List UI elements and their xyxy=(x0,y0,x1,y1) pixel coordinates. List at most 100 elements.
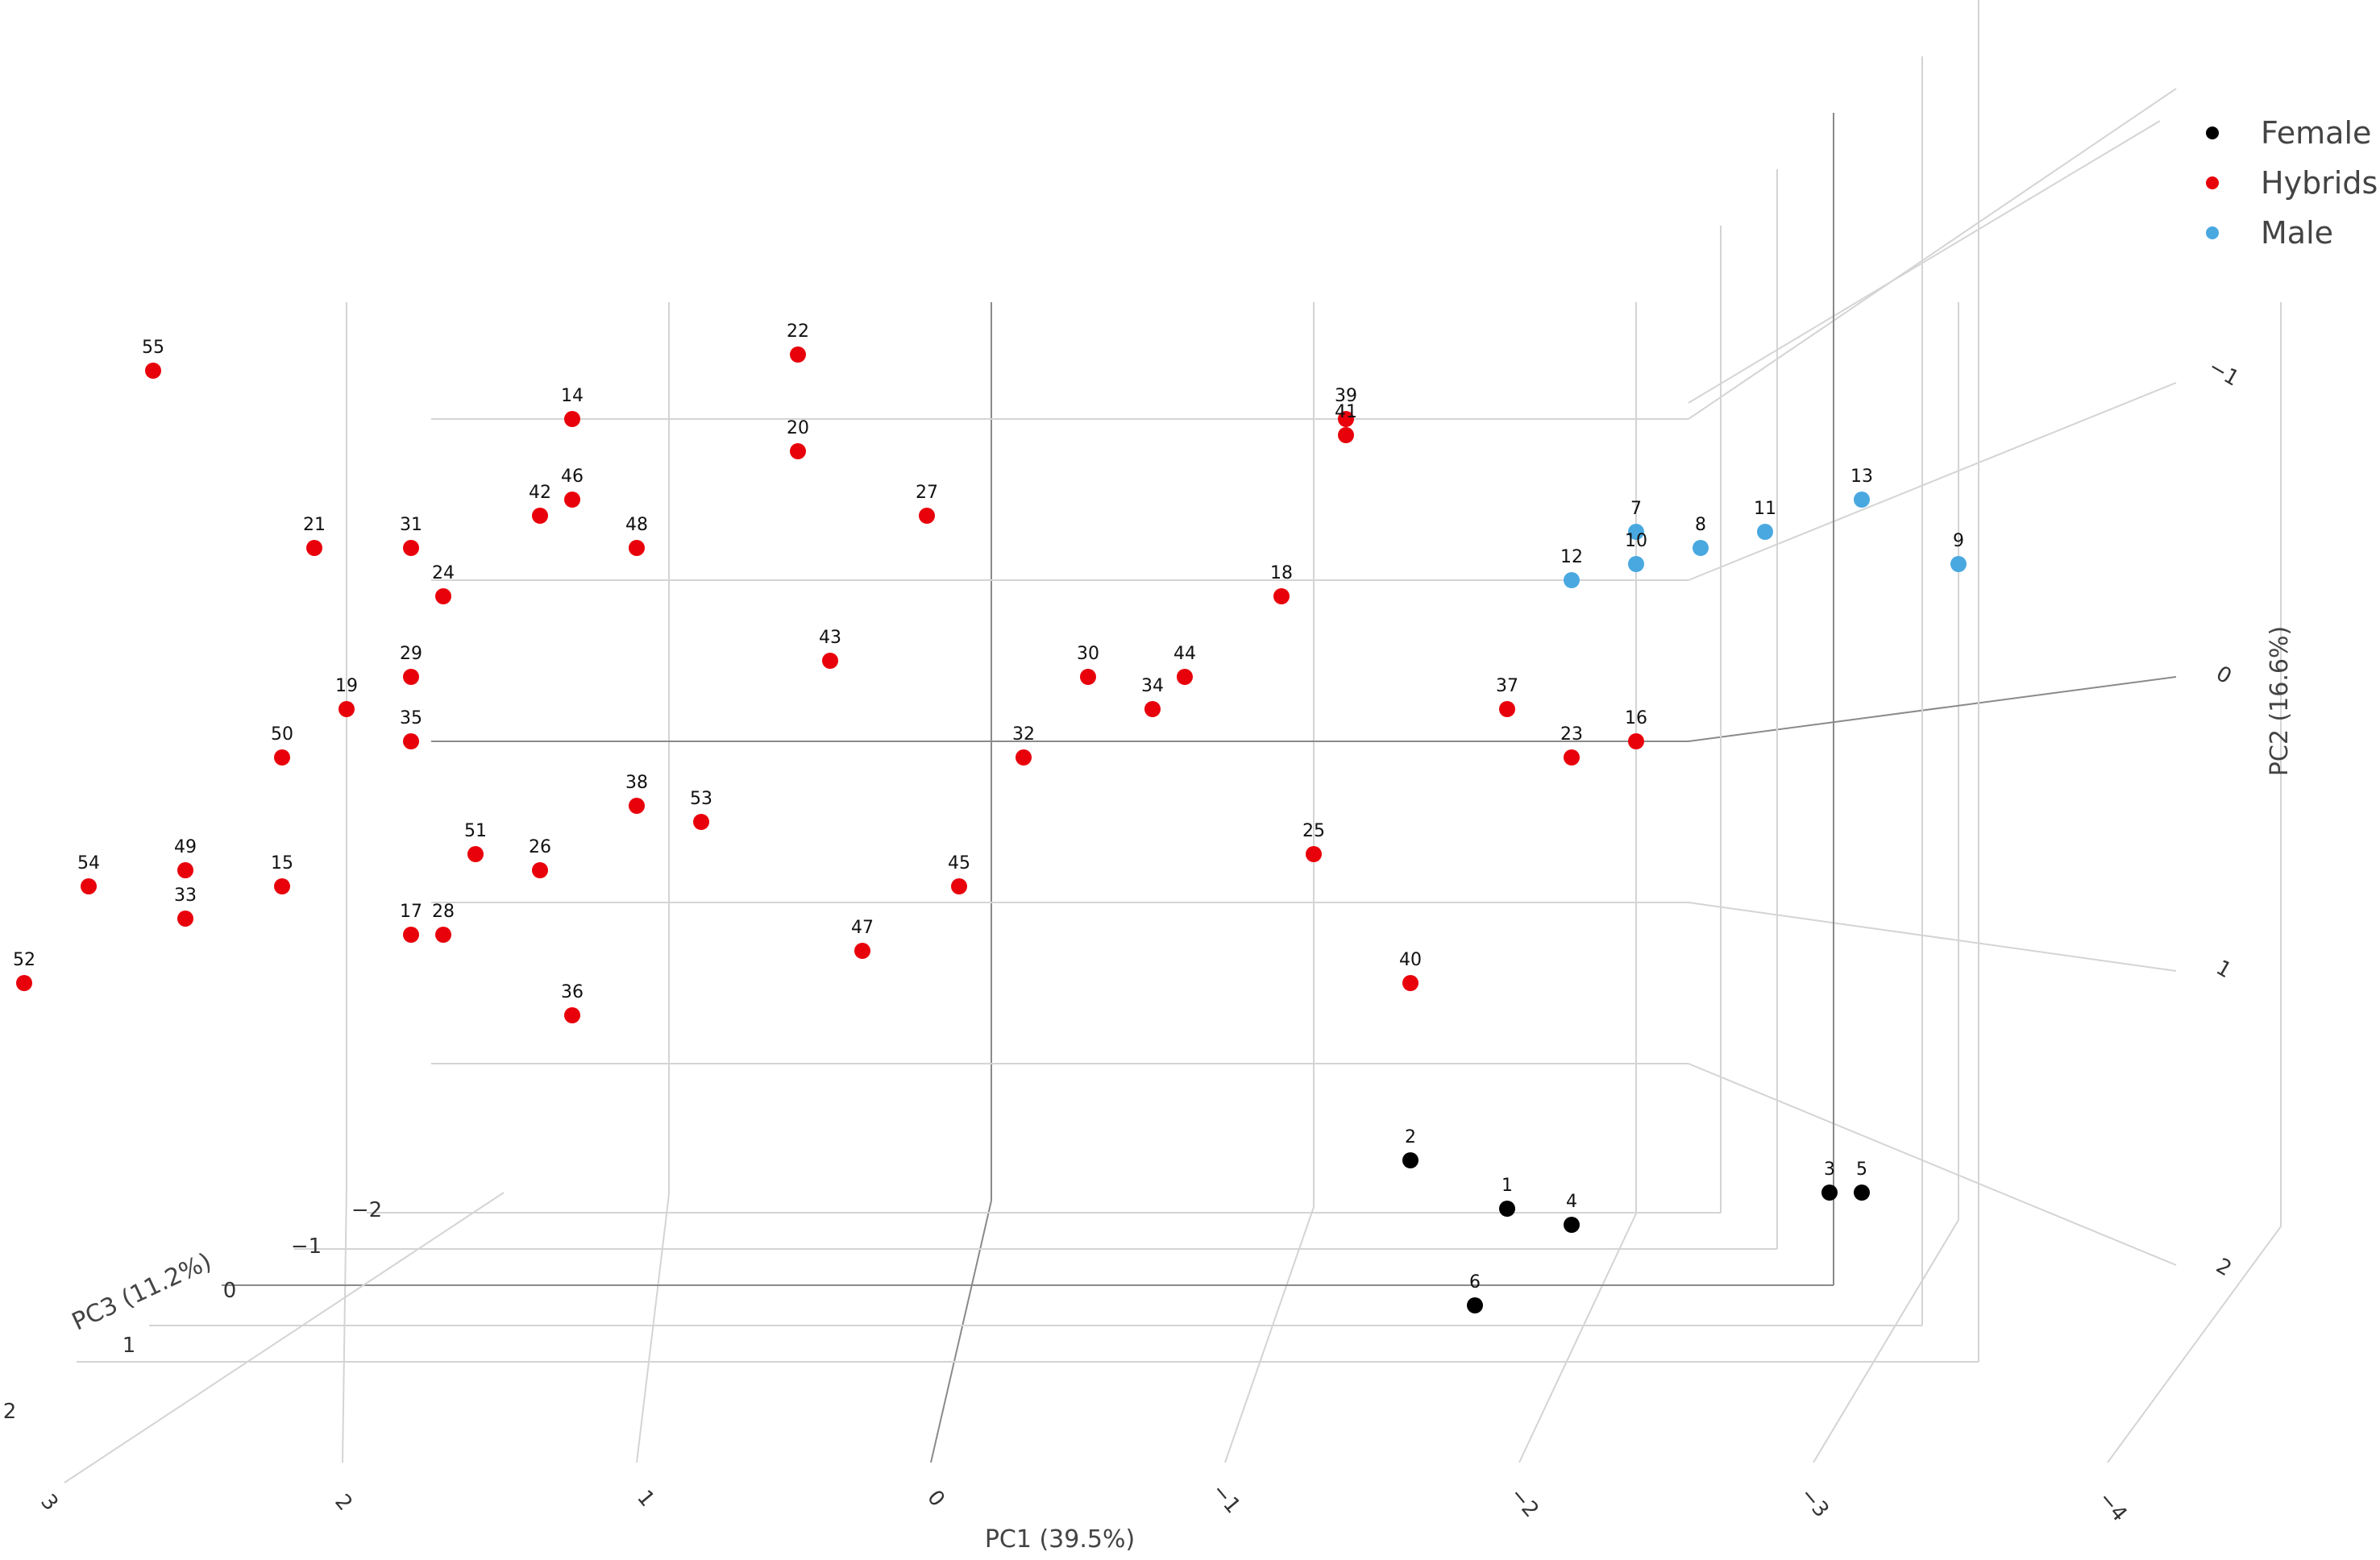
data-point-hybrids[interactable] xyxy=(693,814,709,830)
data-point-hybrids[interactable] xyxy=(629,798,645,814)
data-point-hybrids[interactable] xyxy=(1499,701,1515,717)
data-point-male[interactable] xyxy=(1564,572,1580,588)
point-label: 44 xyxy=(1173,644,1196,664)
data-point-male[interactable] xyxy=(1628,524,1644,540)
data-point-hybrids[interactable] xyxy=(790,443,806,459)
data-point-hybrids[interactable] xyxy=(177,911,193,927)
point-label: 13 xyxy=(1850,467,1873,487)
x-tick-label: −2 xyxy=(1505,1483,1543,1523)
legend-marker xyxy=(2206,226,2219,239)
data-point-hybrids[interactable] xyxy=(629,540,645,556)
data-point-hybrids[interactable] xyxy=(1338,427,1354,443)
data-point-hybrids[interactable] xyxy=(564,492,580,508)
y-axis-title: PC2 (16.6%) xyxy=(2266,626,2294,776)
data-point-female[interactable] xyxy=(1854,1185,1870,1201)
point-label: 49 xyxy=(174,837,197,857)
legend-label[interactable]: Female xyxy=(2261,115,2371,151)
point-label: 50 xyxy=(271,724,293,745)
side-line-pc2 xyxy=(1688,902,2177,972)
point-label: 39 xyxy=(1335,386,1357,406)
data-point-hybrids[interactable] xyxy=(822,653,838,669)
point-label: 36 xyxy=(561,982,584,1002)
x-tick-label: 0 xyxy=(922,1486,949,1512)
point-label: 18 xyxy=(1270,563,1293,583)
data-point-hybrids[interactable] xyxy=(16,975,32,991)
legend-label[interactable]: Hybrids xyxy=(2261,165,2378,201)
z-tick-label: 0 xyxy=(223,1279,237,1303)
data-point-hybrids[interactable] xyxy=(339,701,355,717)
legend-label[interactable]: Male xyxy=(2261,215,2333,251)
data-point-male[interactable] xyxy=(1757,524,1773,540)
point-label: 30 xyxy=(1077,644,1099,664)
side-line-pc2 xyxy=(1688,120,2161,404)
legend: Female Hybrids Male xyxy=(2206,115,2378,251)
data-point-hybrids[interactable] xyxy=(532,508,548,524)
y-tick-label: −1 xyxy=(2204,355,2243,391)
point-label: 12 xyxy=(1560,547,1583,567)
point-label: 23 xyxy=(1560,724,1583,745)
data-point-hybrids[interactable] xyxy=(306,540,322,556)
data-point-hybrids[interactable] xyxy=(274,878,290,894)
data-point-hybrids[interactable] xyxy=(1273,588,1290,604)
data-point-hybrids[interactable] xyxy=(1402,975,1418,991)
point-label: 40 xyxy=(1399,950,1422,970)
data-point-female[interactable] xyxy=(1821,1185,1838,1201)
data-point-hybrids[interactable] xyxy=(532,862,548,878)
point-label: 48 xyxy=(625,515,648,535)
data-point-male[interactable] xyxy=(1950,556,1967,572)
point-label: 21 xyxy=(303,515,326,535)
point-label: 54 xyxy=(77,853,100,873)
data-point-hybrids[interactable] xyxy=(145,363,161,379)
z-tick-label: 2 xyxy=(3,1400,17,1424)
data-point-female[interactable] xyxy=(1467,1297,1483,1313)
data-point-female[interactable] xyxy=(1564,1217,1580,1233)
x-tick-label: −4 xyxy=(2093,1487,2132,1527)
point-label: 47 xyxy=(851,918,874,938)
point-label: 29 xyxy=(400,644,422,664)
data-point-hybrids[interactable] xyxy=(81,878,97,894)
data-point-hybrids[interactable] xyxy=(1628,733,1644,749)
point-label: 2 xyxy=(1405,1127,1416,1147)
data-point-hybrids[interactable] xyxy=(177,862,193,878)
point-label: 11 xyxy=(1754,499,1776,519)
data-point-hybrids[interactable] xyxy=(1338,411,1354,427)
data-point-female[interactable] xyxy=(1499,1201,1515,1217)
point-label: 3 xyxy=(1824,1160,1835,1180)
data-point-hybrids[interactable] xyxy=(403,669,419,685)
point-label: 14 xyxy=(561,386,584,406)
data-point-hybrids[interactable] xyxy=(435,927,451,943)
point-label: 31 xyxy=(400,515,422,535)
data-point-hybrids[interactable] xyxy=(854,943,870,959)
y-tick-label: 2 xyxy=(2212,1254,2235,1281)
data-point-hybrids[interactable] xyxy=(1564,749,1580,765)
data-point-hybrids[interactable] xyxy=(435,588,451,604)
data-point-hybrids[interactable] xyxy=(274,749,290,765)
data-point-male[interactable] xyxy=(1628,556,1644,572)
data-point-hybrids[interactable] xyxy=(467,846,484,862)
data-point-hybrids[interactable] xyxy=(790,346,806,363)
data-point-hybrids[interactable] xyxy=(1016,749,1032,765)
z-tick-label: −2 xyxy=(351,1198,382,1222)
data-point-hybrids[interactable] xyxy=(564,1007,580,1023)
data-point-hybrids[interactable] xyxy=(1177,669,1193,685)
point-label: 6 xyxy=(1469,1272,1481,1292)
data-point-hybrids[interactable] xyxy=(403,927,419,943)
point-label: 55 xyxy=(142,338,164,358)
point-label: 27 xyxy=(916,483,938,503)
data-point-hybrids[interactable] xyxy=(403,733,419,749)
floor-line-pc1 xyxy=(2107,1226,2282,1463)
data-point-female[interactable] xyxy=(1402,1152,1418,1168)
data-point-male[interactable] xyxy=(1693,540,1709,556)
data-point-hybrids[interactable] xyxy=(403,540,419,556)
data-point-hybrids[interactable] xyxy=(1080,669,1096,685)
point-label: 33 xyxy=(174,886,197,906)
data-point-hybrids[interactable] xyxy=(564,411,580,427)
data-point-hybrids[interactable] xyxy=(1306,846,1322,862)
data-point-hybrids[interactable] xyxy=(919,508,935,524)
data-point-male[interactable] xyxy=(1854,492,1870,508)
data-point-hybrids[interactable] xyxy=(951,878,967,894)
legend-marker xyxy=(2206,127,2219,139)
data-point-hybrids[interactable] xyxy=(1144,701,1161,717)
